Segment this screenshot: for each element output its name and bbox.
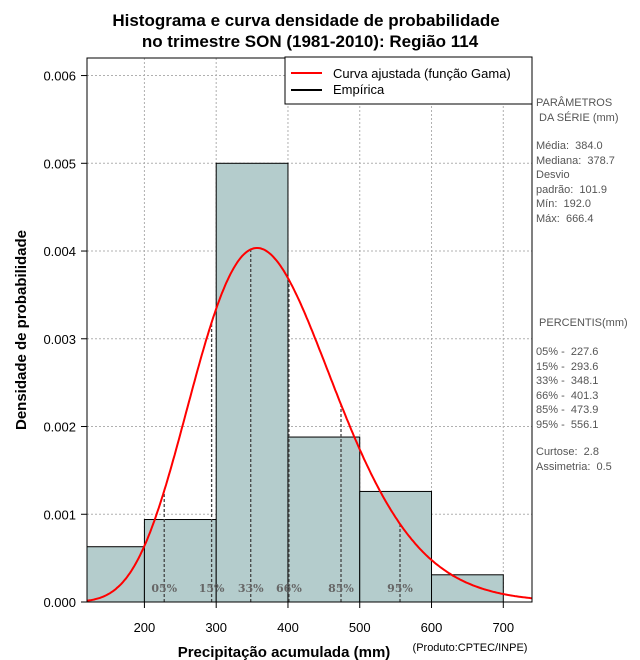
x-axis-label: Precipitação acumulada (mm) xyxy=(178,644,391,660)
density-curve xyxy=(86,247,533,602)
histogram-bar xyxy=(86,546,145,603)
percentile-label: 85% xyxy=(328,582,354,595)
legend-box xyxy=(284,56,533,105)
percentile-markers: 05% 15% 33% 66% 85% 95% xyxy=(151,249,413,602)
y-tick-label: 0.001 xyxy=(43,507,76,522)
legend-curve-label: Curva ajustada (função Gama) xyxy=(333,66,511,81)
histogram-bars xyxy=(86,162,504,603)
y-tick-label: 0.003 xyxy=(43,332,76,347)
x-tick-label: 400 xyxy=(277,620,299,635)
legend: Curva ajustada (função Gama) Empírica xyxy=(284,56,533,105)
params-values: Média: 384.0 Mediana: 378.7 Desvio padrã… xyxy=(536,140,615,225)
percentis-values: 05% - 227.6 15% - 293.6 33% - 348.1 66% … xyxy=(536,346,599,431)
chart-title-line-2: no trimestre SON (1981-2010): Região 114 xyxy=(142,32,479,51)
histogram-bar xyxy=(215,162,289,603)
y-tick-label: 0.006 xyxy=(43,69,76,84)
percentile-label: 15% xyxy=(199,582,225,595)
axes: 200 300 400 500 600 700 0.000 0.001 0.002 0.003 0.… xyxy=(43,69,514,635)
histogram-bar xyxy=(287,436,361,603)
histogram-bar xyxy=(359,490,433,603)
x-tick-label: 700 xyxy=(492,620,514,635)
credit-label: (Produto:CPTEC/INPE) xyxy=(413,642,528,654)
percentile-label: 95% xyxy=(387,582,413,595)
legend-empirical-label: Empírica xyxy=(333,82,385,97)
x-tick-label: 200 xyxy=(134,620,156,635)
y-tick-label: 0.005 xyxy=(43,156,76,171)
histogram-bar xyxy=(431,574,504,603)
y-tick-label: 0.002 xyxy=(43,420,76,435)
percentile-label: 66% xyxy=(276,582,302,595)
percentile-label: 05% xyxy=(151,582,177,595)
x-tick-label: 600 xyxy=(421,620,443,635)
y-tick-label: 0.000 xyxy=(43,595,76,610)
density-curve-line xyxy=(86,247,533,602)
percentile-label: 33% xyxy=(238,582,264,595)
params-title: PARÂMETROS DA SÉRIE (mm) xyxy=(536,97,619,124)
chart-title-line-1: Histograma e curva densidade de probabil… xyxy=(112,11,499,30)
x-tick-label: 300 xyxy=(205,620,227,635)
shape-stats: Curtose: 2.8 Assimetria: 0.5 xyxy=(536,446,612,473)
x-tick-label: 500 xyxy=(349,620,371,635)
y-axis-label: Densidade de probabilidade xyxy=(13,230,30,430)
y-tick-label: 0.004 xyxy=(43,244,76,259)
percentis-title: PERCENTIS(mm) xyxy=(536,317,628,329)
